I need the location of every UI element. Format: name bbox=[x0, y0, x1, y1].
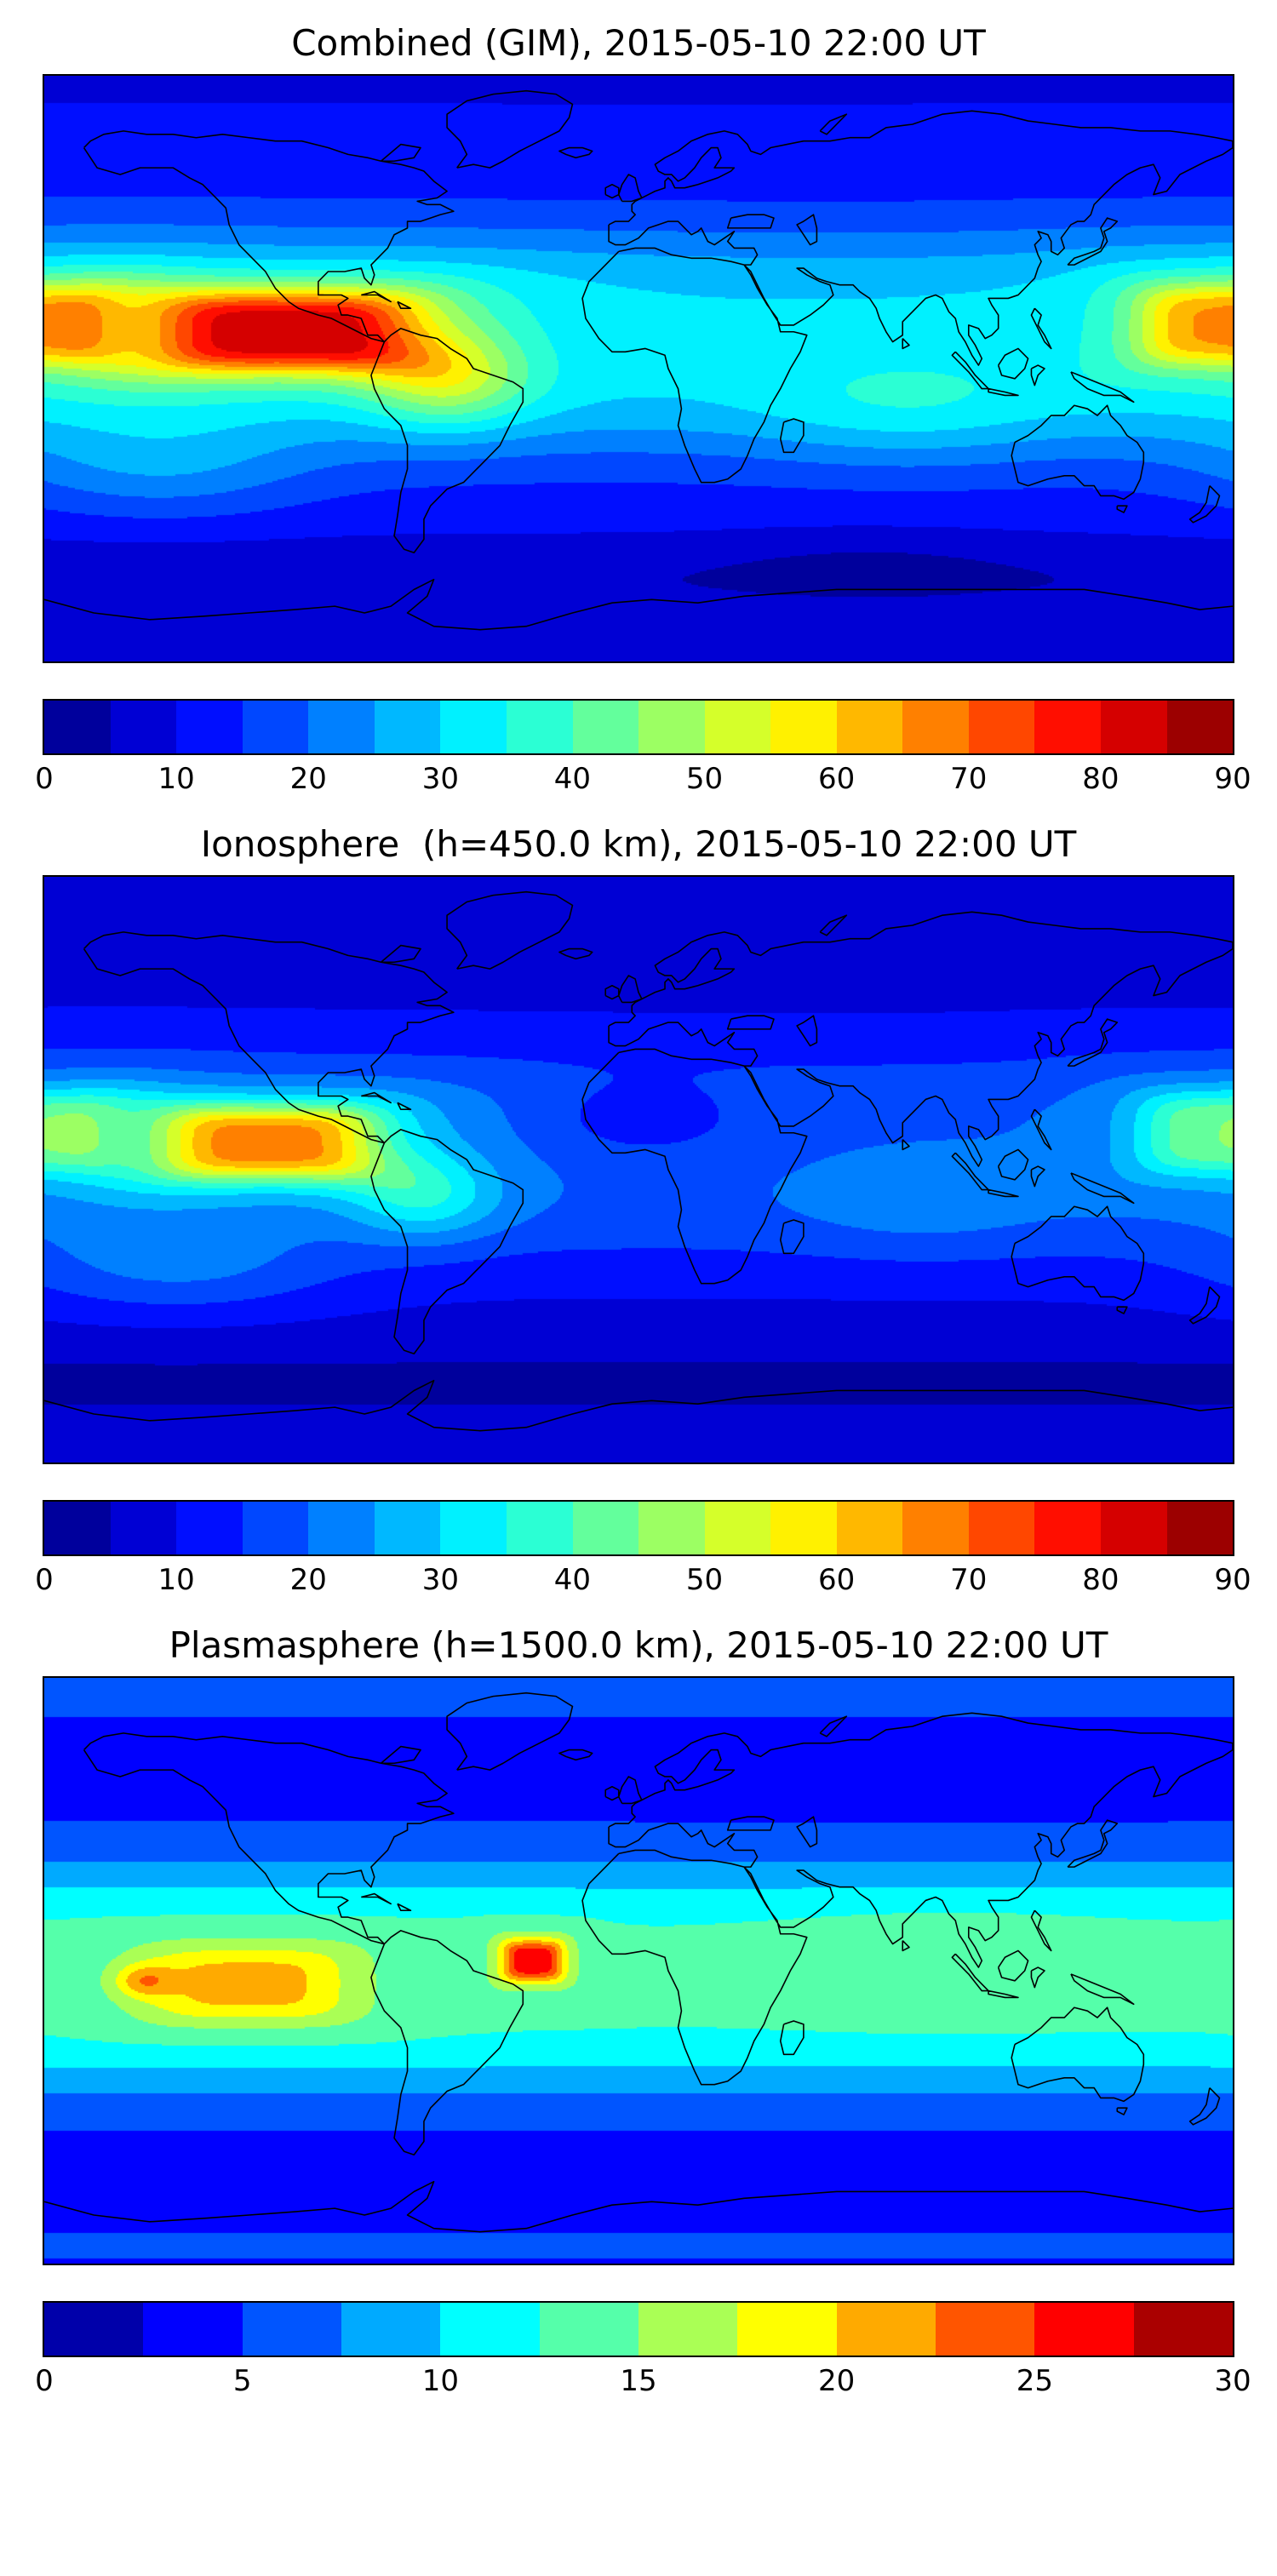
colorbar-segment bbox=[836, 2303, 936, 2356]
colorbar-segment bbox=[1101, 1502, 1167, 1554]
colorbar-segment bbox=[638, 1502, 705, 1554]
map-frame bbox=[43, 74, 1234, 663]
colorbar-segment bbox=[176, 1502, 243, 1554]
colorbar-segment bbox=[440, 701, 507, 753]
colorbar-segment bbox=[638, 701, 705, 753]
colorbar-tick-label: 25 bbox=[1016, 2364, 1053, 2398]
map-title: Plasmasphere (h=1500.0 km), 2015-05-10 2… bbox=[169, 1624, 1108, 1666]
colorbar-segment bbox=[1034, 2303, 1134, 2356]
colorbar-segment bbox=[308, 701, 375, 753]
colorbar-segment bbox=[1166, 1502, 1233, 1554]
colorbar-ticks: 0 5 10 15 20 25 30 bbox=[35, 2362, 1251, 2403]
colorbar-tick-label: 10 bbox=[157, 762, 195, 796]
colorbar-tick-label: 30 bbox=[421, 1563, 459, 1597]
colorbar-tick-label: 30 bbox=[1214, 2364, 1251, 2398]
colorbar bbox=[43, 2301, 1234, 2357]
colorbar-segment bbox=[704, 701, 771, 753]
colorbar-tick-label: 70 bbox=[950, 762, 988, 796]
colorbar-tick-label: 0 bbox=[35, 762, 54, 796]
map-frame bbox=[43, 875, 1234, 1464]
colorbar-segment bbox=[1166, 701, 1233, 753]
colorbar-segment bbox=[1034, 1502, 1101, 1554]
colorbar-segment bbox=[1133, 2303, 1233, 2356]
colorbar-segment bbox=[242, 2303, 341, 2356]
colorbar-segment bbox=[506, 1502, 573, 1554]
colorbar-segment bbox=[968, 701, 1035, 753]
map-frame bbox=[43, 1676, 1234, 2265]
colorbar-tick-label: 20 bbox=[289, 762, 327, 796]
tec-contour-canvas bbox=[44, 76, 1233, 661]
colorbar-segment bbox=[935, 2303, 1035, 2356]
colorbar-segment bbox=[44, 2303, 144, 2356]
colorbar-tick-label: 5 bbox=[232, 2364, 252, 2398]
colorbar-tick-label: 0 bbox=[35, 1563, 54, 1597]
colorbar-segment bbox=[572, 1502, 639, 1554]
colorbar-tick-label: 90 bbox=[1214, 762, 1251, 796]
tec-contour-canvas bbox=[44, 877, 1233, 1463]
colorbar-tick-label: 40 bbox=[553, 762, 592, 796]
colorbar-segment bbox=[539, 2303, 638, 2356]
colorbar-segment bbox=[110, 701, 177, 753]
colorbar-segment bbox=[836, 1502, 903, 1554]
colorbar-segment bbox=[242, 1502, 309, 1554]
colorbar-tick-label: 20 bbox=[818, 2364, 856, 2398]
colorbar-ticks: 0 10 20 30 40 50 60 70 80 90 bbox=[35, 1561, 1251, 1602]
colorbar-tick-label: 80 bbox=[1082, 762, 1120, 796]
colorbar-ticks: 0 10 20 30 40 50 60 70 80 90 bbox=[35, 760, 1251, 801]
colorbar-tick-label: 50 bbox=[685, 1563, 724, 1597]
colorbar-segment bbox=[374, 701, 441, 753]
colorbar-tick-label: 40 bbox=[553, 1563, 592, 1597]
colorbar-segment bbox=[440, 1502, 507, 1554]
colorbar-segment bbox=[770, 701, 837, 753]
colorbar-segment bbox=[572, 701, 639, 753]
map-title: Ionosphere (h=450.0 km), 2015-05-10 22:0… bbox=[200, 823, 1077, 865]
colorbar-segment bbox=[737, 2303, 837, 2356]
colorbar-tick-label: 30 bbox=[421, 762, 459, 796]
colorbar-segment bbox=[440, 2303, 540, 2356]
colorbar-segment bbox=[902, 1502, 969, 1554]
colorbar-segment bbox=[374, 1502, 441, 1554]
colorbar-segment bbox=[638, 2303, 738, 2356]
colorbar bbox=[43, 1500, 1234, 1556]
colorbar-segment bbox=[110, 1502, 177, 1554]
colorbar-tick-label: 50 bbox=[685, 762, 724, 796]
colorbar-segment bbox=[902, 701, 969, 753]
colorbar-segment bbox=[506, 701, 573, 753]
colorbar-segment bbox=[836, 701, 903, 753]
colorbar-segment bbox=[1034, 701, 1101, 753]
panel-plasmasphere: Plasmasphere (h=1500.0 km), 2015-05-10 2… bbox=[35, 1624, 1251, 2403]
colorbar-tick-label: 0 bbox=[35, 2364, 54, 2398]
colorbar-segment bbox=[176, 701, 243, 753]
colorbar-segment bbox=[770, 1502, 837, 1554]
colorbar-segment bbox=[44, 701, 111, 753]
colorbar-segment bbox=[968, 1502, 1035, 1554]
colorbar-tick-label: 80 bbox=[1082, 1563, 1120, 1597]
colorbar-tick-label: 70 bbox=[950, 1563, 988, 1597]
colorbar-segment bbox=[143, 2303, 243, 2356]
colorbar-tick-label: 60 bbox=[818, 1563, 856, 1597]
colorbar-segment bbox=[1101, 701, 1167, 753]
colorbar bbox=[43, 699, 1234, 755]
colorbar-segment bbox=[44, 1502, 111, 1554]
colorbar-tick-label: 10 bbox=[421, 2364, 459, 2398]
colorbar-segment bbox=[308, 1502, 375, 1554]
colorbar-tick-label: 10 bbox=[157, 1563, 195, 1597]
colorbar-tick-label: 90 bbox=[1214, 1563, 1251, 1597]
colorbar-tick-label: 15 bbox=[620, 2364, 657, 2398]
colorbar-segment bbox=[242, 701, 309, 753]
colorbar-tick-label: 60 bbox=[818, 762, 856, 796]
panel-ionosphere: Ionosphere (h=450.0 km), 2015-05-10 22:0… bbox=[35, 823, 1251, 1602]
colorbar-segment bbox=[704, 1502, 771, 1554]
tec-contour-canvas bbox=[44, 1678, 1233, 2264]
colorbar-segment bbox=[341, 2303, 441, 2356]
map-title: Combined (GIM), 2015-05-10 22:00 UT bbox=[291, 22, 986, 64]
panel-combined-gim: Combined (GIM), 2015-05-10 22:00 UT 0 10 2… bbox=[35, 22, 1251, 801]
colorbar-tick-label: 20 bbox=[289, 1563, 327, 1597]
